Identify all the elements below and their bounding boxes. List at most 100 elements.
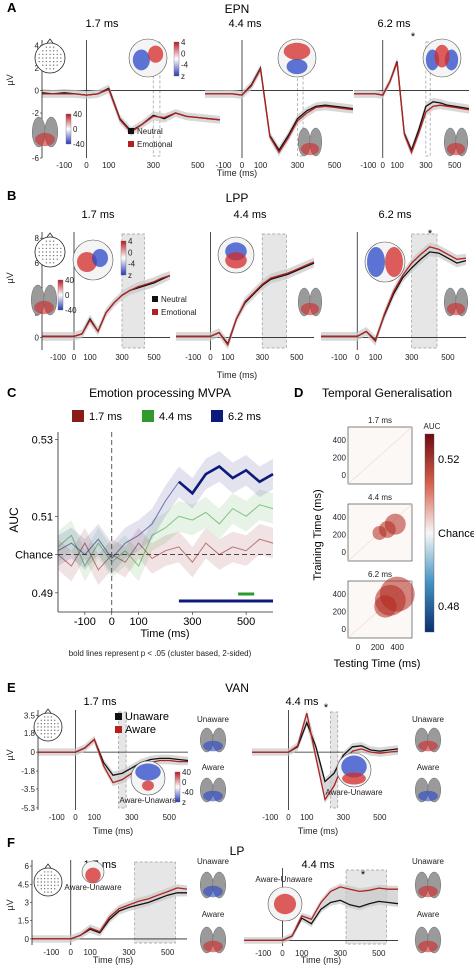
lp-electrode-montage-icon-electrode	[50, 888, 53, 890]
epn-electrode-montage-icon-electrode	[45, 57, 48, 59]
epn-electrode-montage-icon-electrode	[42, 50, 44, 52]
lpp-electrode-montage-icon-electrode	[52, 258, 55, 260]
epn-2-emotional-line	[205, 67, 354, 154]
mvpa-legend-label-3: 6.2 ms	[228, 411, 262, 423]
epn-electrode-montage-icon-electrode	[49, 53, 51, 56]
van-electrode-montage-icon-electrode	[54, 733, 56, 735]
lp-brain-unaware-label-1: Unaware	[197, 857, 230, 866]
epn-brain-3-activation	[446, 142, 466, 156]
mvpa-x-tick-label: 500	[237, 616, 255, 628]
epn-1-y-tick-label: 2	[35, 64, 40, 73]
lpp-topomap-3-blob-0	[367, 247, 385, 277]
mvpa-y-tick-label: 0.49	[32, 588, 53, 600]
epn-colorbar-label: 0	[73, 125, 78, 134]
lpp-colorbar-z-label: -4	[128, 260, 136, 269]
epn-3-x-tick-label: 300	[419, 161, 433, 170]
lp-electrode-montage-icon-electrode	[43, 884, 46, 887]
lpp-electrode-montage-icon-electrode	[52, 254, 55, 257]
lp-electrode-montage-icon-electrode	[57, 877, 59, 880]
tg-colorbar	[424, 433, 435, 633]
tg-condition-label: 1.7 ms	[368, 416, 392, 425]
mvpa-legend-label-2: 4.4 ms	[159, 411, 193, 423]
mvpa-y-axis-label: AUC	[7, 507, 21, 533]
epn-colorbar-z-label: z	[181, 72, 185, 81]
van-electrode-montage-icon-electrode	[40, 726, 42, 728]
van-electrode-montage-icon-electrode	[50, 736, 53, 738]
lpp-electrode-montage-icon-electrode	[60, 251, 62, 253]
lpp-2-x-tick-label: 100	[221, 353, 235, 362]
tg-y-tick-label: 200	[333, 454, 347, 463]
tg-x-tick-label: 400	[391, 643, 405, 652]
lp-x-axis-label: Time (ms)	[93, 955, 133, 965]
lpp-legend-emotional: Emotional	[161, 308, 197, 317]
epn-1-x-tick-label: 100	[102, 161, 116, 170]
van-brain-aware-label-2: Aware	[417, 763, 440, 772]
epn-electrode-montage-icon-electrode	[52, 64, 55, 66]
lpp-electrode-montage-icon-electrode	[45, 244, 48, 246]
tg-y-tick-label: 200	[333, 531, 347, 540]
van-electrode-montage-icon-electrode	[37, 729, 39, 732]
epn-1-x-tick-label: -100	[56, 161, 73, 170]
van-y-axis-label: µV	[5, 749, 15, 760]
lpp-1-y-tick-label: 0	[35, 334, 40, 343]
lpp-electrode-montage-icon-electrode	[42, 247, 44, 250]
mvpa-x-tick-label: 300	[183, 616, 201, 628]
lp-electrode-montage-icon-electrode	[47, 891, 49, 893]
lpp-electrode-montage-icon-electrode	[56, 244, 58, 246]
lp-brain-unaware-label-2: Unaware	[412, 857, 445, 866]
lpp-topomap-1-blob-0	[77, 252, 97, 272]
lp-1-y-tick-label: 0	[25, 935, 30, 944]
lpp-1-y-tick-label: 8	[35, 234, 40, 243]
van-1-y-tick-label: 3.5	[24, 711, 36, 720]
van-2-confidence-band	[252, 709, 398, 804]
van-topomap-2-blob-1	[342, 772, 366, 785]
lpp-electrode-montage-icon-electrode	[49, 247, 51, 250]
epn-colorbar-z-label: -4	[181, 61, 189, 70]
lpp-electrode-montage-icon-electrode	[49, 244, 51, 246]
lpp-electrode-montage-icon-electrode	[60, 254, 62, 257]
lp-electrode-montage-icon-electrode	[47, 881, 49, 883]
tg-y-tick-label: 200	[333, 608, 347, 617]
epn-electrode-montage-icon-electrode	[52, 68, 55, 70]
panel-title-mvpa: Emotion processing MVPA	[89, 386, 231, 400]
epn-1-y-tick-label: 4	[35, 42, 40, 51]
lp-condition-label: 4.4 ms	[301, 859, 335, 871]
tg-y-tick-label: 400	[333, 513, 347, 522]
mvpa-ci-band-3	[58, 451, 273, 574]
mvpa-legend-label-1: 1.7 ms	[89, 411, 123, 423]
epn-topomap-2-blob-0	[283, 42, 311, 60]
lpp-colorbar-label: 40	[65, 276, 74, 285]
van-electrode-montage-icon-electrode	[37, 726, 39, 728]
mvpa-legend-swatch-2	[142, 410, 154, 422]
lp-electrode-montage-icon-electrode	[50, 874, 53, 876]
condition-label-b: 4.4 ms	[233, 209, 267, 221]
epn-electrode-montage-icon-electrode	[52, 50, 55, 52]
epn-electrode-montage-icon-electrode	[49, 46, 51, 48]
lpp-2-x-tick-label: 0	[208, 353, 213, 362]
epn-topomap-2-blob-1	[286, 58, 308, 75]
mvpa-y-tick-label: 0.53	[32, 435, 53, 447]
van-brain-unaware-2-activation	[418, 740, 438, 752]
lpp-electrode-montage-icon-electrode	[49, 262, 51, 264]
tg-x-axis-label: Testing Time (ms)	[334, 658, 421, 670]
van-2-x-tick-label: 0	[286, 813, 291, 822]
lpp-electrode-montage-icon-electrode	[56, 247, 58, 250]
tg-colorbar-tick: Chance	[438, 528, 474, 540]
lpp-colorbar-label: 0	[65, 291, 70, 300]
lp-brain-unaware-1-activation	[203, 885, 223, 898]
epn-colorbar	[65, 113, 72, 145]
mvpa-x-tick-label: -100	[74, 616, 96, 628]
epn-electrode-montage-icon-electrode	[60, 57, 62, 59]
mvpa-y-tick-label: Chance	[15, 550, 53, 562]
van-legend-unaware: Unaware	[125, 711, 169, 723]
lp-electrode-montage-icon-electrode	[50, 877, 53, 880]
lpp-1-emotional-line	[42, 274, 171, 337]
lp-1-x-tick-label: 0	[69, 948, 74, 957]
lpp-colorbar-z-label: 4	[128, 237, 133, 246]
lpp-colorbar-z-label: 0	[128, 248, 133, 257]
lpp-electrode-montage-icon-electrode	[52, 244, 55, 246]
panel-title-van: VAN	[225, 681, 249, 695]
lpp-2-x-tick-label: 300	[256, 353, 270, 362]
lpp-electrode-montage-icon-electrode	[52, 262, 55, 264]
van-electrode-montage-icon-electrode	[50, 726, 53, 728]
